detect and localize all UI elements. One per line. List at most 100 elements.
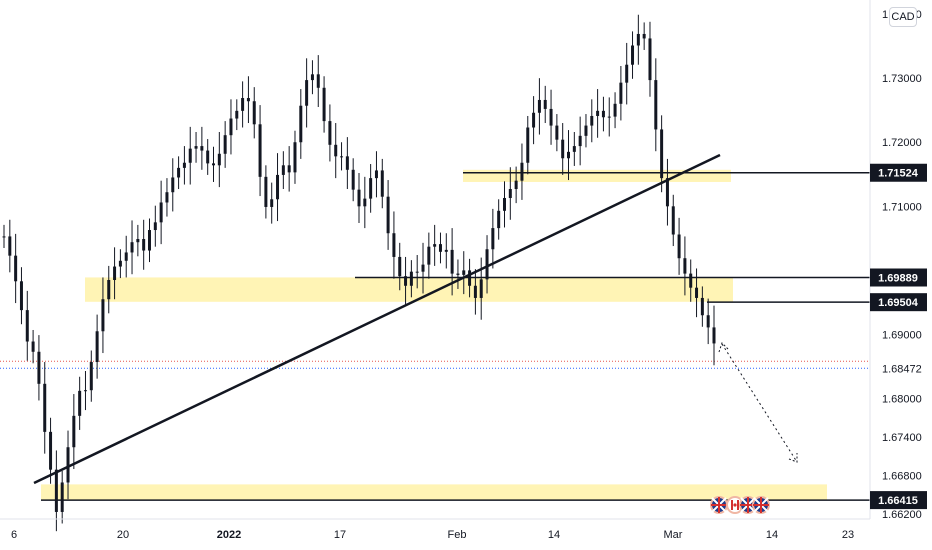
candle-body [194,146,198,149]
candle-body [305,80,309,106]
candle-body [31,341,35,352]
candle-body [596,110,600,116]
candle-body [107,280,111,300]
price-tick-label: 1.66200 [882,509,922,521]
candle-body [689,273,693,288]
candle-body [136,238,140,243]
candle-body [229,118,233,136]
candle-body [2,236,6,238]
candle-body [113,266,117,281]
candle-body [398,256,402,277]
candle-body [310,74,314,81]
candle-body [665,178,669,207]
candle-body [648,38,652,81]
price-tag-label: 1.66415 [878,495,918,507]
candle-body [345,156,349,170]
upper-resistance-zone[interactable] [463,169,731,182]
price-tick-label: 1.69000 [882,329,922,341]
candle-body [281,165,285,175]
candle-body [450,249,454,274]
lower-target-zone[interactable] [41,484,827,501]
candle-body [619,82,623,104]
candle-body [340,156,344,158]
time-tick-label: 23 [842,529,854,541]
uk-flag-icon[interactable] [710,496,728,514]
candle-body [654,80,658,130]
candle-body [223,135,227,154]
currency-label[interactable]: CAD [889,7,917,27]
economic-events[interactable] [710,496,770,514]
candle-body [72,415,76,448]
candle-body [19,281,23,311]
candle-body [433,244,437,247]
candle-body [328,121,332,145]
highlight-zones [41,169,827,501]
current-price-lines [0,360,870,369]
candle-body [631,45,635,65]
candle-body [404,276,408,286]
candle-body [270,199,274,207]
candle-body [444,249,448,252]
time-tick-label: Mar [664,529,683,541]
candle-body [485,249,489,280]
candle-body [246,98,250,102]
candle-body [171,177,175,193]
candle-body [555,125,559,140]
time-tick-label: 2022 [217,529,241,541]
candle-body [409,271,413,286]
candle-body [66,447,70,483]
middle-support-zone[interactable] [85,277,733,302]
candle-body [392,233,396,257]
price-tick-label: 1.67400 [882,432,922,444]
candle-body [613,103,617,117]
candle-body [147,230,151,251]
candle-body [421,264,425,272]
candle-body [235,110,239,119]
candle-body [95,331,99,363]
candle-body [369,178,373,199]
candle-body [54,469,58,512]
price-tag-label: 1.71524 [878,168,919,180]
projection-arrow[interactable] [721,343,798,463]
projection-arrow-head [788,453,798,463]
candle-body [357,189,361,207]
candle-body [590,115,594,126]
candle-body [37,351,41,384]
candle-body [497,210,501,229]
candle-body [700,297,704,316]
candle-body [49,431,53,470]
candle-body [188,148,192,163]
candle-body [427,246,431,265]
candle-body [473,285,477,298]
candle-body [316,74,320,88]
candle-body [520,162,524,181]
candle-body [636,33,640,46]
time-axis[interactable]: 6 20 2022 17 Feb 14 Mar 14 23 [11,529,854,541]
candle-body [537,99,541,113]
candle-body [491,228,495,250]
price-level-tags: 1.71524 1.69889 1.69504 1.66415 1.68472 [870,163,927,510]
price-tag [870,491,927,510]
candle-body [607,116,611,118]
price-series [2,14,716,532]
trendline[interactable] [33,153,721,485]
time-tick-label: 20 [117,529,129,541]
candle-body [549,108,553,126]
price-tick-label: 1.66800 [882,470,922,482]
candle-body [142,238,146,251]
candle-body [502,197,506,211]
candle-body [712,327,716,344]
candle-body [456,273,460,275]
candle-body [78,390,82,416]
candle-body [206,150,210,164]
candle-body [153,222,157,231]
candle-body [83,390,87,392]
candle-body [165,192,169,203]
candle-body [124,252,128,261]
price-tag-label: 1.69504 [878,297,919,309]
price-axis[interactable]: 1.740001.730001.720001.710001.690001.680… [882,9,922,521]
horizontal-levels [41,171,870,501]
uk-flag-icon[interactable] [752,496,770,514]
